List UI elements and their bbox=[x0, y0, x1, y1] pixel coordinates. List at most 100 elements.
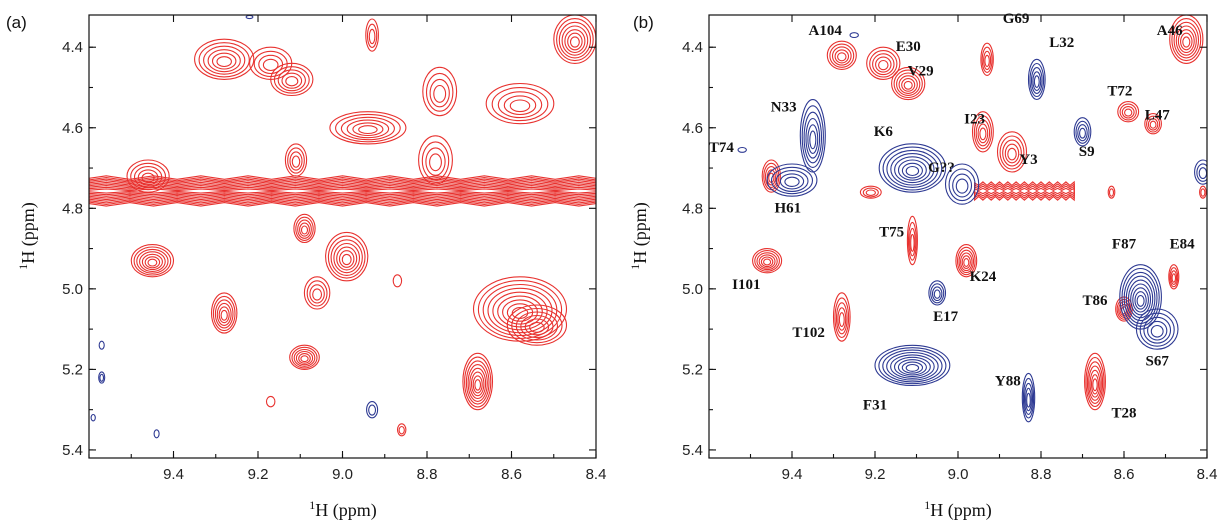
panel-a-contour-level bbox=[293, 213, 316, 244]
panel-b-contour-level bbox=[1002, 139, 1022, 167]
panel-b-contour-level bbox=[1123, 271, 1158, 324]
panel-a-contour-level bbox=[396, 423, 407, 437]
panel-a-contour-level bbox=[464, 356, 492, 408]
panel-b-contour-level bbox=[1198, 167, 1207, 180]
panel-a-positive-peak bbox=[418, 135, 453, 185]
panel-a-contour-level bbox=[147, 258, 158, 267]
panel-b-negative-peak bbox=[849, 32, 859, 39]
panel-a-contour-level bbox=[421, 141, 450, 181]
panel-a-contour-level bbox=[298, 353, 311, 364]
peak-label-a104: A104 bbox=[809, 23, 843, 39]
panel-b-contour-level bbox=[834, 49, 850, 64]
panel-b-positive-peak bbox=[955, 244, 978, 278]
panel-b-contour-level bbox=[1135, 308, 1179, 350]
panel-a-ridge-contour bbox=[89, 183, 596, 199]
panel-b-contour-level bbox=[838, 312, 845, 328]
panel-a-contour-level bbox=[429, 153, 442, 172]
panel-b-contour-level bbox=[1077, 124, 1088, 142]
panel-b-contour-level bbox=[1032, 71, 1042, 91]
panel-a-contour-level bbox=[284, 143, 308, 177]
peak-label-n33: N33 bbox=[771, 100, 797, 116]
panel-a-contour-level bbox=[392, 274, 403, 288]
panel-a-y-tick-label: 5.2 bbox=[62, 361, 83, 378]
panel-b-contour-level bbox=[809, 130, 817, 150]
panel-a-contour-level bbox=[511, 307, 563, 344]
panel-b-contour-level bbox=[766, 163, 818, 197]
panel-a-contour-level bbox=[329, 111, 407, 145]
panel-a-positive-peak bbox=[210, 292, 238, 334]
panel-b-contour-level bbox=[1130, 283, 1152, 316]
panel-b-contour-level bbox=[955, 178, 969, 194]
panel-a-ridge-contour bbox=[89, 185, 596, 197]
panel-b-contour-level bbox=[1150, 324, 1164, 338]
panel-a-positive-peak bbox=[422, 66, 458, 117]
panel-b-contour-level bbox=[882, 146, 943, 191]
panel-b-ridge-contour bbox=[974, 187, 1075, 195]
panel-b-contour-level bbox=[958, 249, 975, 274]
panel-b-contour-level bbox=[756, 252, 778, 271]
panel-b-contour-level bbox=[905, 165, 920, 177]
peak-label-h61: H61 bbox=[774, 200, 801, 216]
panel-b-contour-level bbox=[894, 156, 931, 184]
panel-b-positive-peak bbox=[859, 185, 882, 199]
peak-label-e84: E84 bbox=[1170, 237, 1196, 253]
panel-a-positive-peak bbox=[325, 231, 369, 282]
panel-a-positive-peak bbox=[265, 395, 276, 408]
panel-a-contour-level bbox=[285, 76, 299, 87]
peak-label-t28: T28 bbox=[1111, 406, 1136, 422]
panel-b-positive-peak bbox=[891, 66, 926, 101]
peak-label-e30: E30 bbox=[896, 39, 921, 55]
panel-a-contour-level bbox=[289, 344, 320, 370]
panel-b-contour-level bbox=[933, 289, 941, 299]
panel-a-contour-level bbox=[295, 216, 314, 241]
panel-b-contour-level bbox=[1007, 147, 1017, 161]
panel-a-contour-level bbox=[198, 42, 250, 78]
panel-b-negative-peak bbox=[1119, 264, 1162, 330]
panel-b-contour-level bbox=[893, 69, 923, 99]
panel-b-contour-level bbox=[807, 124, 819, 154]
panel-a-contour-level bbox=[277, 69, 306, 92]
panel-b-contour-level bbox=[1200, 188, 1206, 197]
panel-b-negative-peak bbox=[1073, 117, 1092, 147]
panel-b-y-tick-label: 4.6 bbox=[682, 120, 703, 137]
panel-b-contour-level bbox=[952, 173, 973, 198]
panel-b-contour-level bbox=[835, 302, 848, 335]
panel-a-contour-level bbox=[99, 373, 105, 382]
panel-b-contours bbox=[737, 15, 1207, 423]
panel-b-contour-level bbox=[752, 248, 783, 274]
panel-a-positive-peak bbox=[194, 38, 255, 80]
peak-label-f87: F87 bbox=[1112, 237, 1137, 253]
panel-b-contour-level bbox=[1171, 18, 1202, 62]
panel-b-positive-peak bbox=[1199, 185, 1207, 199]
panel-a-contour-level bbox=[289, 151, 303, 171]
panel-a-contour-level bbox=[569, 36, 580, 48]
panel-a-y-axis-label: 1H (ppm) bbox=[16, 202, 39, 270]
panel-a-ridge-contour bbox=[89, 181, 596, 201]
panel-b-contour-level bbox=[761, 159, 781, 193]
panel-b-contour-level bbox=[1086, 361, 1104, 404]
panel-a-contour-level bbox=[474, 379, 482, 391]
panel-b-contour-level bbox=[1132, 287, 1149, 313]
panel-b-contour-level bbox=[770, 166, 814, 195]
panel-b-contour-level bbox=[1092, 378, 1098, 392]
panel-b-contour-level bbox=[1175, 25, 1197, 56]
panel-b-ridge-contour bbox=[974, 183, 1075, 199]
panel-a-contour-level bbox=[214, 299, 234, 329]
panel-b-contour-level bbox=[1168, 264, 1180, 290]
panel-b-contour-level bbox=[907, 221, 917, 261]
panel-a-contour-level bbox=[485, 82, 555, 125]
panel-b-contour-level bbox=[1194, 159, 1207, 185]
panel-a-ridge-contour bbox=[89, 186, 596, 196]
panel-b-positive-peak bbox=[1168, 264, 1180, 290]
panel-a-y-tick-label: 5.0 bbox=[62, 281, 83, 298]
panel-b-contour-level bbox=[832, 292, 851, 342]
panel-b-contour-level bbox=[801, 105, 824, 168]
panel-a-positive-peak bbox=[506, 304, 568, 346]
panel-b-contour-level bbox=[1107, 185, 1116, 199]
panel-b-contour-level bbox=[1146, 115, 1161, 133]
panel-b-contour-level bbox=[1119, 103, 1137, 121]
panel-b-contour-level bbox=[862, 187, 879, 198]
panel-b-contour-level bbox=[882, 349, 943, 383]
panel-a-positive-peak bbox=[392, 274, 403, 288]
